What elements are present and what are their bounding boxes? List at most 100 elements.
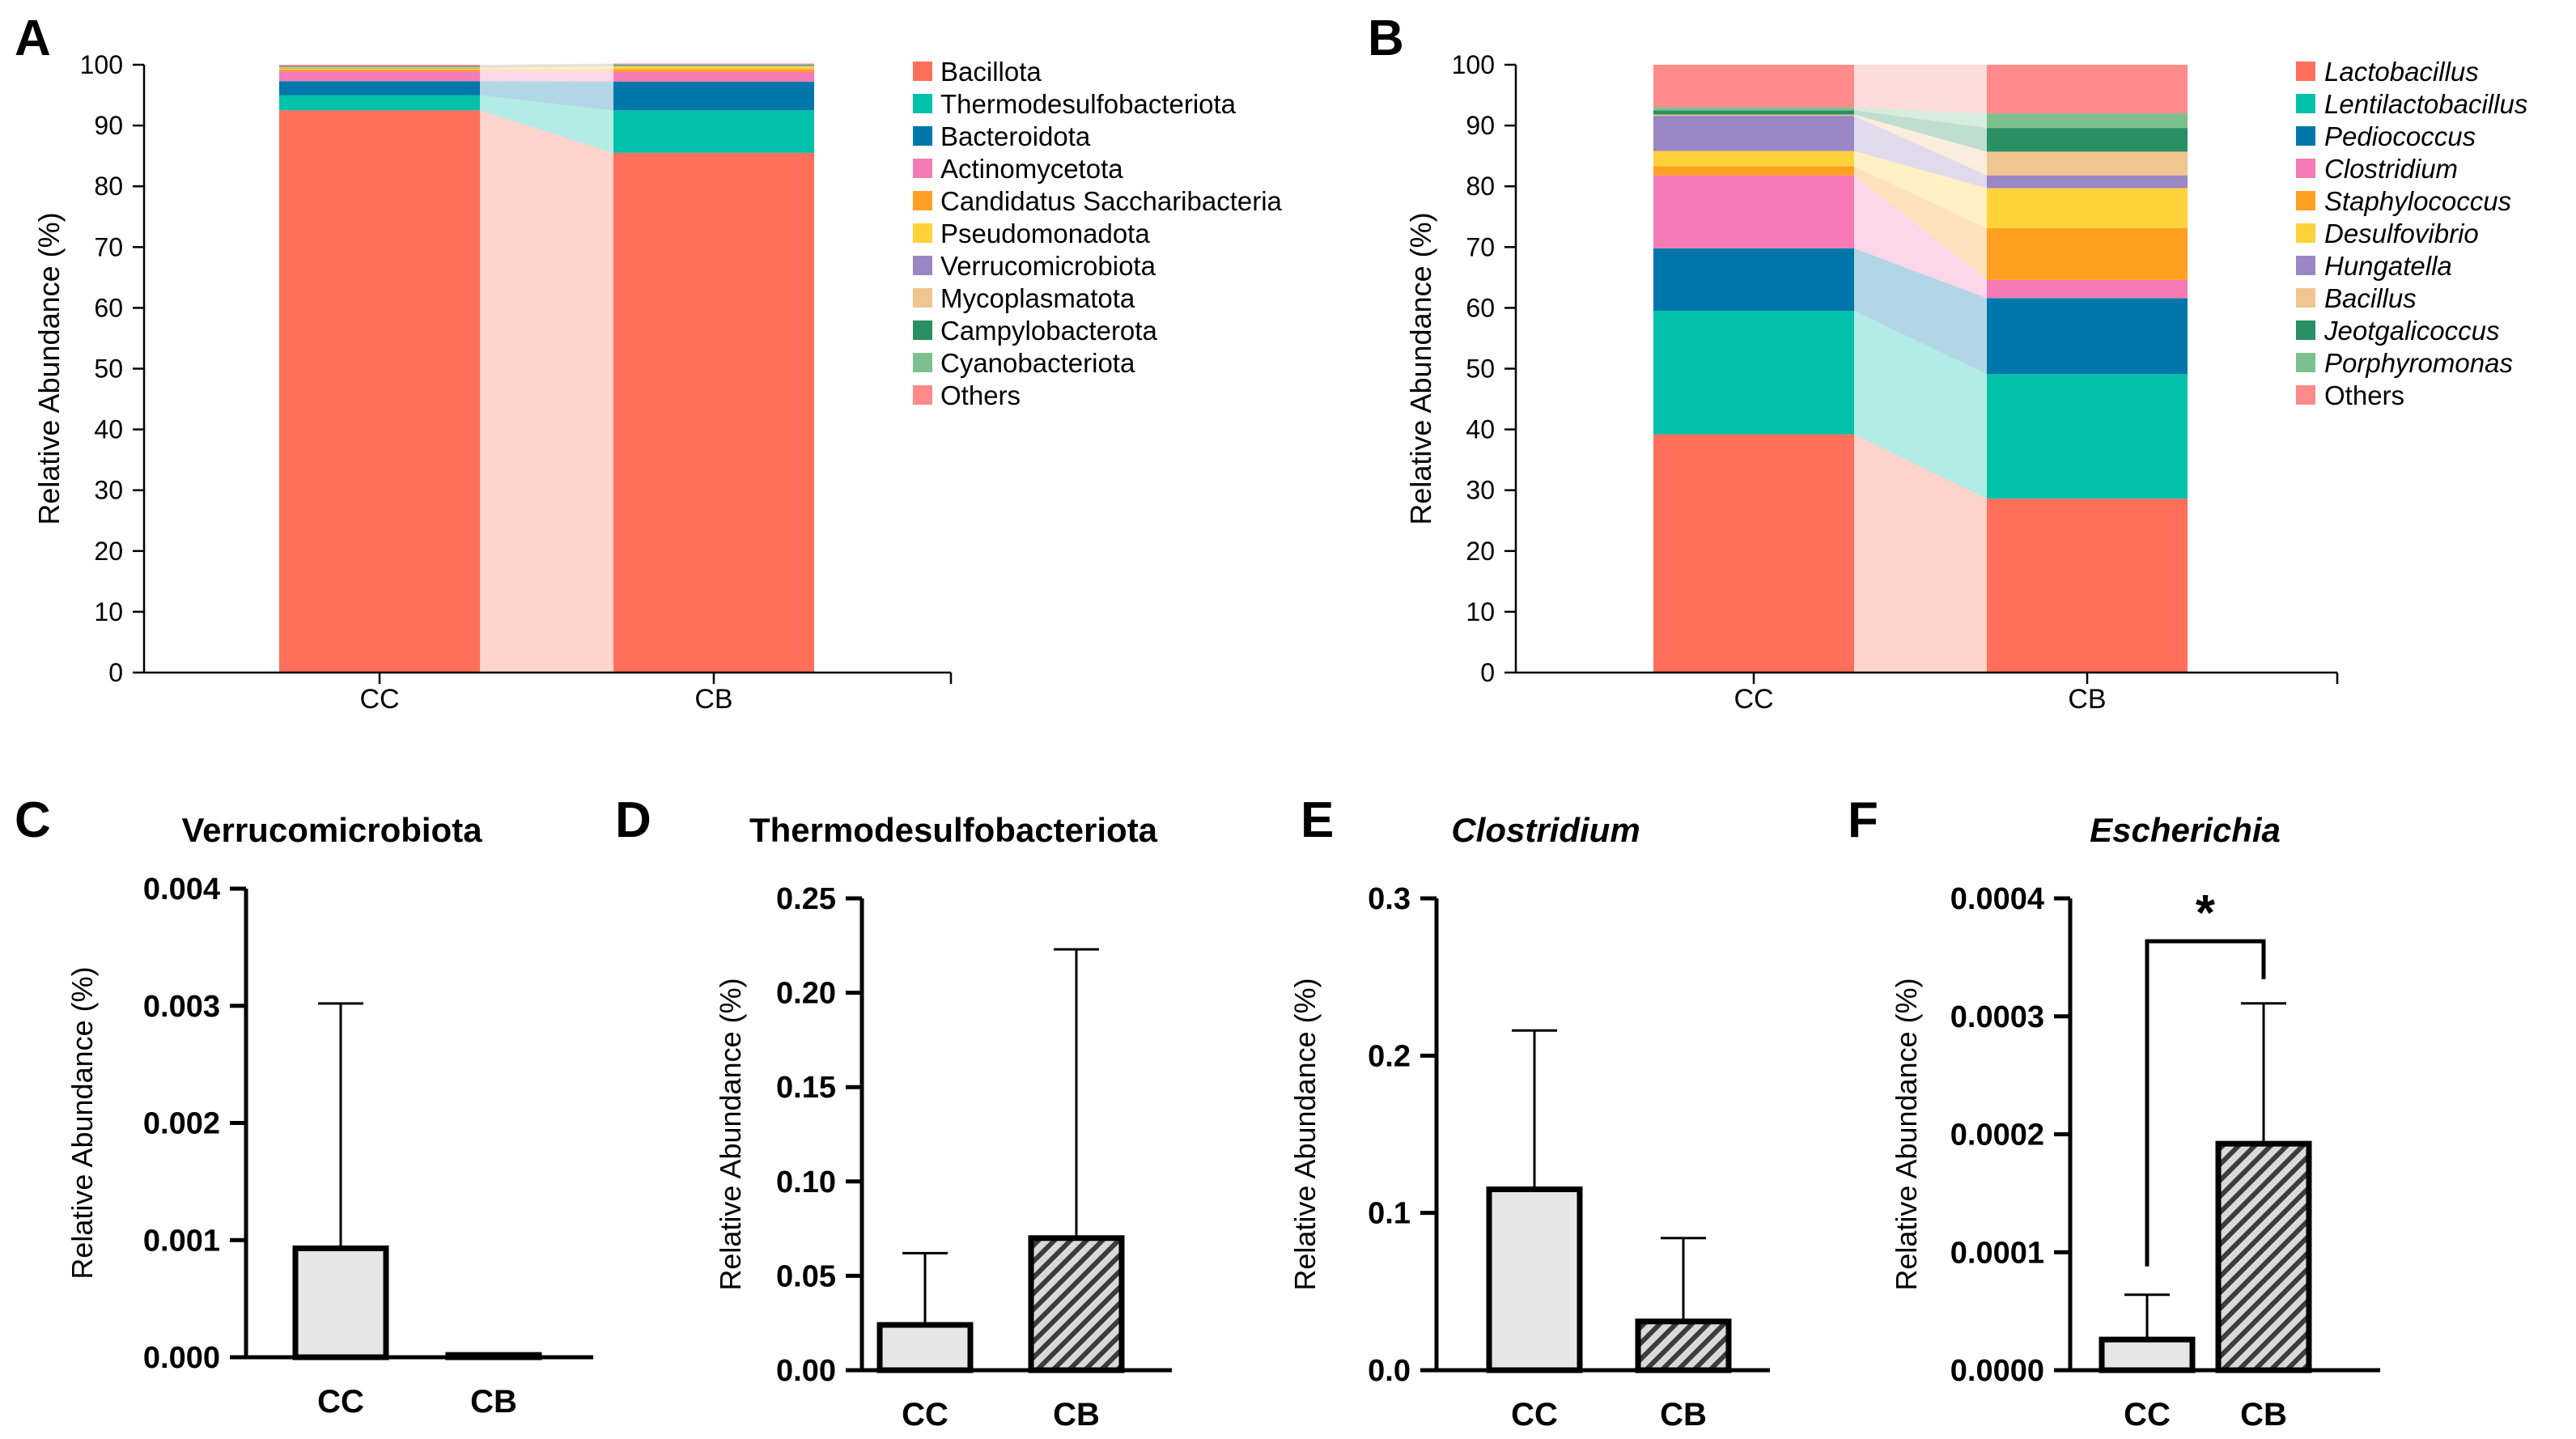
y-tick-label: 50 <box>1466 354 1495 384</box>
legend-label: Hungatella <box>2324 251 2452 281</box>
bar-segment-cc-others <box>279 65 480 66</box>
connector-bacillus <box>1854 114 1987 176</box>
y-tick-label: 20 <box>94 537 123 566</box>
y-tick-label: 60 <box>1466 293 1495 322</box>
y-tick-label: 0.15 <box>776 1071 836 1105</box>
y-axis-label: Relative Abundance (%) <box>32 212 66 524</box>
y-tick-label: 80 <box>94 172 123 201</box>
y-tick-label: 20 <box>1466 537 1495 566</box>
panel-label: A <box>15 11 51 66</box>
connector-campylobacterota <box>480 65 613 68</box>
legend-swatch <box>2296 353 2315 372</box>
legend-swatch <box>913 94 932 113</box>
bar-cc <box>292 1245 389 1360</box>
significance-mark: * <box>2196 885 2216 941</box>
legend-label: Pseudomonadota <box>940 219 1150 248</box>
chart-title: Escherichia <box>2090 811 2281 849</box>
bar-segment-cc-bacillus <box>1653 114 1854 117</box>
connector-mycoplasmatota <box>480 65 613 68</box>
bar-segment-cb-hungatella <box>1987 175 2188 189</box>
significance-bracket <box>2145 939 2266 1267</box>
bar-cc <box>2099 1336 2196 1373</box>
connector-pediococcus <box>1854 248 1987 375</box>
legend-swatch <box>2296 159 2315 178</box>
y-tick-label: 40 <box>1466 415 1495 444</box>
x-tick-label-cc: CC <box>1734 684 1773 715</box>
y-tick-label: 80 <box>1466 172 1495 201</box>
y-tick-label: 10 <box>94 597 123 626</box>
y-axis-label: Relative Abundance (%) <box>66 966 99 1279</box>
bar-segment-cb-campylobacterota <box>613 65 814 66</box>
chart-title: Clostridium <box>1451 811 1640 849</box>
bar-cb <box>2215 1140 2312 1373</box>
y-tick-label: 0.25 <box>776 882 836 916</box>
legend-label: Campylobacterota <box>940 316 1157 346</box>
y-tick-label: 0.05 <box>776 1259 836 1293</box>
legend-label: Others <box>2324 380 2404 410</box>
bar-segment-cb-clostridium <box>1987 279 2188 299</box>
bar-segment-cc-hungatella <box>1653 116 1854 151</box>
bar-segment-cc-bacteroidota <box>279 81 480 96</box>
y-axis-label: Relative Abundance (%) <box>714 978 747 1290</box>
connector-jeotgalicoccus <box>1854 110 1987 152</box>
bar-segment-cb-desulfovibrio <box>1987 188 2188 229</box>
legend-label: Bacteroidota <box>940 121 1091 151</box>
bar-segment-cb-pediococcus <box>1987 298 2188 375</box>
legend-label: Thermodesulfobacteriota <box>940 89 1237 119</box>
x-tick-label-cb: CB <box>1053 1397 1100 1433</box>
y-tick-label: 0.0 <box>1368 1354 1411 1388</box>
y-tick-label: 0.004 <box>143 872 220 906</box>
bar-segment-cb-others <box>613 63 814 65</box>
legend-swatch <box>2296 256 2315 275</box>
y-tick-label: 0 <box>108 658 123 687</box>
legend-swatch <box>2296 320 2315 340</box>
y-tick-label: 0.0002 <box>1950 1119 2044 1152</box>
legend-swatch <box>913 191 932 210</box>
bar-segment-cb-cyanobacteriota <box>613 64 814 65</box>
connector-thermodesulfobacteriota <box>480 95 613 153</box>
connector-others <box>480 63 613 66</box>
bar-cb <box>1028 1235 1125 1373</box>
bar-segment-cb-pseudomonadota <box>613 66 814 70</box>
legend-label: Cyanobacteriota <box>940 348 1135 378</box>
y-tick-label: 70 <box>94 232 123 261</box>
legend-swatch <box>913 353 932 372</box>
legend-label: Porphyromonas <box>2324 348 2513 378</box>
x-tick-label-cb: CB <box>1660 1397 1707 1433</box>
legend-label: Jeotgalicoccus <box>2323 316 2499 346</box>
connector-candidatus-saccharibacteria <box>480 69 613 73</box>
panel-label: C <box>15 792 51 848</box>
connector-cyanobacteriota <box>480 64 613 67</box>
panel-C: C Verrucomicrobiota CC CB 0.000 0.001 0.002 0.0… <box>15 792 593 1420</box>
legend-swatch <box>913 320 932 340</box>
chart-title: Verrucomicrobiota <box>181 811 482 849</box>
connector-clostridium <box>1854 175 1987 299</box>
connector-bacillota <box>480 110 613 673</box>
y-tick-label: 0 <box>1480 658 1495 687</box>
y-tick-label: 0.2 <box>1368 1039 1411 1073</box>
bar-segment-cc-thermodesulfobacteriota <box>279 95 480 111</box>
panel-label: D <box>615 792 651 848</box>
y-tick-label: 0.20 <box>776 977 836 1011</box>
y-tick-label: 50 <box>94 354 123 384</box>
panel-B: B CC CB 0 10 20 30 40 50 60 70 80 90 100 Relative Abun… <box>1368 11 2527 715</box>
y-tick-label: 0.001 <box>143 1224 220 1258</box>
bar-segment-cc-cyanobacteriota <box>279 66 480 67</box>
legend-label: Others <box>940 380 1021 410</box>
bar-segment-cb-others <box>1987 65 2188 114</box>
bar-segment-cc-candidatus-saccharibacteria <box>279 70 480 72</box>
legend-swatch <box>913 256 932 275</box>
legend-label: Verrucomicrobiota <box>940 251 1156 281</box>
bar-segment-cb-verrucomicrobiota <box>613 66 814 67</box>
bar-segment-cb-bacteroidota <box>613 82 814 111</box>
x-tick-label-cb: CB <box>694 684 732 715</box>
connector-staphylococcus <box>1854 166 1987 280</box>
connector-actinomycetota <box>480 71 613 83</box>
legend-label: Bacillus <box>2324 283 2417 313</box>
y-tick-label: 0.3 <box>1368 882 1411 916</box>
connector-pseudomonadota <box>480 66 613 70</box>
bar-segment-cc-clostridium <box>1653 175 1854 248</box>
connector-lentilactobacillus <box>1854 311 1987 499</box>
y-tick-label: 0.002 <box>143 1107 220 1141</box>
bar-cc <box>1486 1186 1583 1373</box>
